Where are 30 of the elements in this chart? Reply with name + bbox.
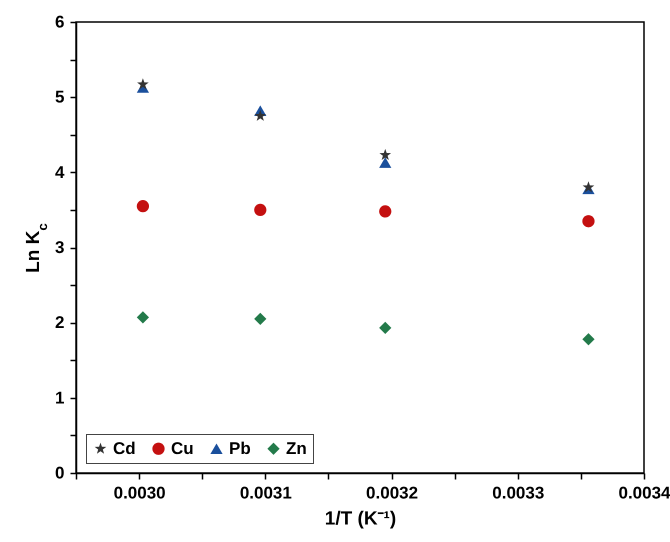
y-tick-label: 4	[55, 162, 66, 182]
legend-label: Cu	[171, 438, 194, 458]
legend-label: Pb	[229, 438, 251, 458]
point	[137, 78, 149, 90]
point	[582, 181, 594, 192]
point	[379, 205, 392, 218]
y-tick-label: 3	[55, 238, 64, 257]
point	[379, 322, 392, 334]
y-tick-label: 5	[55, 88, 64, 107]
point	[254, 110, 266, 121]
x-tick-label: 0.0032	[366, 484, 418, 502]
point	[136, 200, 150, 212]
point	[254, 204, 266, 216]
legend-label: Zn	[286, 438, 307, 458]
y-tick-label: 0	[55, 464, 64, 482]
y-tick-label: 2	[55, 313, 64, 332]
x-tick-label: 0.0033	[492, 484, 544, 502]
x-axis-title: 1/T (K⁻¹)	[324, 508, 396, 530]
x-tick-label: 0.0034	[618, 484, 670, 502]
x-tick-label: 0.0031	[240, 484, 292, 502]
point	[582, 215, 595, 228]
y-tick-label: 6	[55, 12, 64, 32]
y-tick-label: 1	[55, 388, 64, 408]
text: 0.0030	[114, 484, 166, 502]
point	[379, 148, 392, 160]
point	[379, 157, 392, 168]
point	[136, 311, 150, 324]
point	[582, 333, 595, 346]
point	[254, 312, 266, 326]
legend-label: Cd	[113, 438, 136, 458]
